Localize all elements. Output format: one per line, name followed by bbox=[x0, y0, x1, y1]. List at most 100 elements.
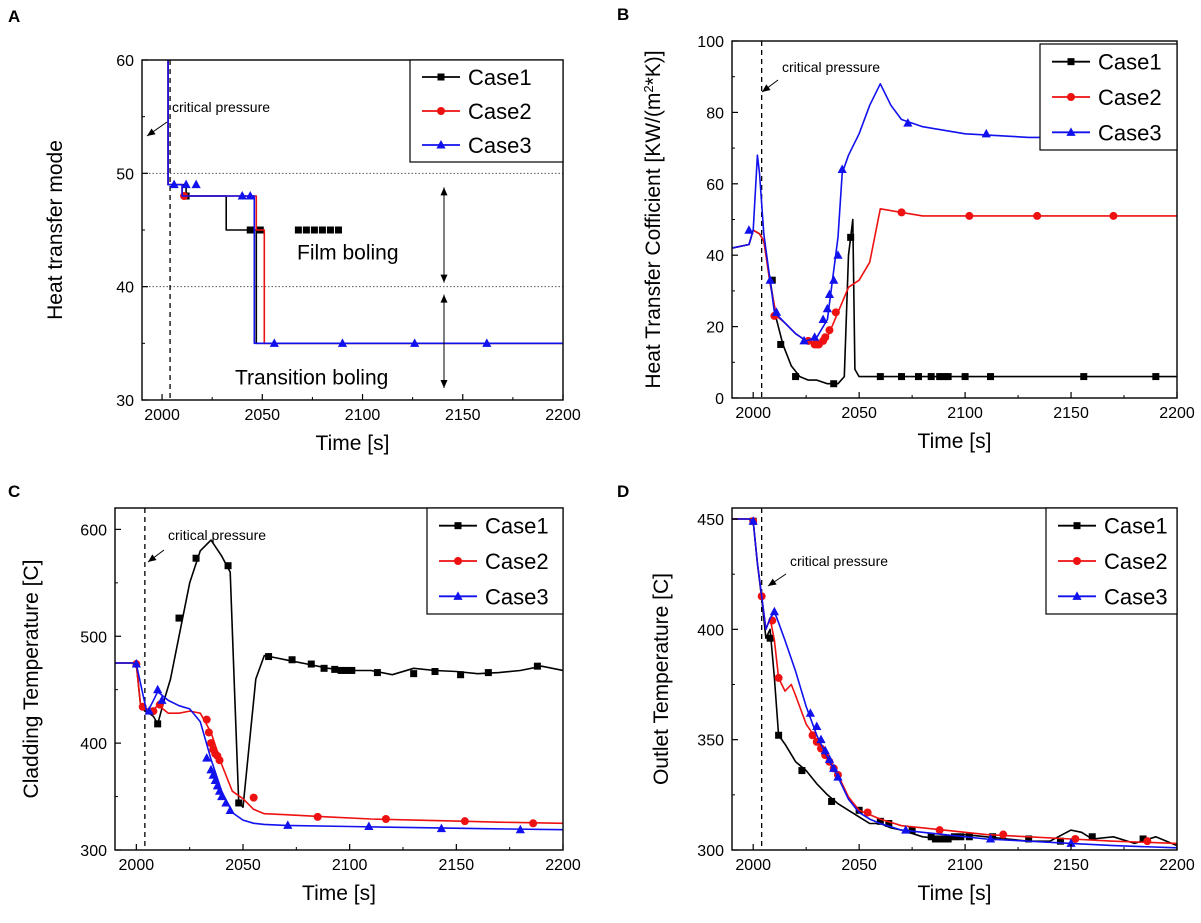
critical-pressure-arrowhead bbox=[147, 128, 156, 136]
data-point-case3 bbox=[181, 179, 191, 189]
data-point-case1 bbox=[484, 669, 492, 677]
x-tick-label: 2000 bbox=[144, 407, 180, 424]
data-point-case3 bbox=[144, 706, 154, 715]
plot-frame bbox=[114, 507, 564, 851]
plot-area bbox=[115, 539, 563, 834]
x-axis-title: Time [s] bbox=[918, 882, 992, 905]
data-point-case2 bbox=[460, 817, 469, 826]
data-point-case3 bbox=[1066, 838, 1076, 847]
data-point-case3 bbox=[237, 191, 247, 200]
data-point-case2 bbox=[965, 211, 974, 220]
plot-frame bbox=[731, 507, 1178, 851]
legend-label-case2: Case2 bbox=[468, 99, 532, 124]
y-tick-label: 0 bbox=[715, 391, 724, 408]
data-point-case3 bbox=[482, 338, 492, 347]
data-point-case1 bbox=[341, 666, 349, 674]
data-point-case3 bbox=[202, 753, 212, 762]
transition-region-arrowhead-bottom bbox=[440, 380, 448, 388]
data-point-case1 bbox=[766, 634, 774, 642]
data-point-case2 bbox=[313, 812, 322, 821]
series-line-case3 bbox=[167, 60, 563, 345]
x-tick-label: 2200 bbox=[1159, 405, 1195, 422]
legend-label-case1: Case1 bbox=[1104, 514, 1168, 539]
data-point-case1 bbox=[318, 226, 326, 234]
series-line-case1 bbox=[732, 218, 1177, 385]
x-tick-label: 2050 bbox=[841, 857, 877, 874]
data-point-case1 bbox=[775, 731, 783, 739]
y-axis-title: Heat Transfer Cofficient [KW/(m2*K)] bbox=[641, 50, 666, 388]
data-point-case1 bbox=[192, 554, 200, 562]
legend-marker-case2 bbox=[437, 107, 445, 115]
data-point-case3 bbox=[744, 225, 754, 234]
panel-a: A 2000 2050 2100 2150 2200 30 40 50 60 Time [s] Hea… bbox=[8, 7, 581, 455]
legend-marker-case3 bbox=[1066, 127, 1076, 136]
data-point-case3 bbox=[901, 825, 911, 834]
legend-marker-case1 bbox=[1067, 58, 1075, 66]
panel-letter: C bbox=[8, 482, 20, 501]
x-tick-label: 2150 bbox=[1053, 857, 1089, 874]
data-point-case2 bbox=[808, 731, 817, 740]
y-tick-label: 450 bbox=[697, 512, 724, 529]
data-point-case3 bbox=[837, 164, 847, 174]
x-tick-label: 2000 bbox=[119, 857, 155, 874]
data-point-case1 bbox=[908, 826, 916, 834]
series-line-case1 bbox=[732, 518, 1177, 847]
data-point-case1 bbox=[265, 653, 273, 661]
data-point-case1 bbox=[326, 226, 334, 234]
y-tick-label: 500 bbox=[80, 629, 107, 646]
data-point-case1 bbox=[1152, 373, 1160, 381]
data-point-case1 bbox=[927, 373, 935, 381]
data-point-case2 bbox=[207, 739, 215, 748]
critical-pressure-label: critical pressure bbox=[172, 99, 270, 115]
panel-letter: D bbox=[617, 482, 629, 501]
data-point-case3 bbox=[153, 684, 163, 694]
data-point-case2 bbox=[204, 728, 213, 737]
data-point-case1 bbox=[940, 373, 948, 381]
legend-label-case3: Case3 bbox=[485, 584, 549, 609]
data-point-case1 bbox=[1088, 833, 1096, 841]
data-point-case3 bbox=[985, 833, 996, 843]
legend-marker-case2 bbox=[1067, 93, 1075, 101]
data-point-case1 bbox=[828, 797, 836, 805]
data-point-case3 bbox=[217, 791, 227, 801]
x-tick-label: 2000 bbox=[735, 405, 771, 422]
critical-pressure-label: critical pressure bbox=[790, 553, 888, 569]
critical-pressure-arrowhead bbox=[768, 578, 777, 586]
data-point-case3 bbox=[225, 805, 235, 814]
data-point-case1 bbox=[792, 373, 800, 381]
x-tick-label: 2200 bbox=[1159, 857, 1195, 874]
data-point-case1 bbox=[334, 226, 342, 234]
x-tick-label: 2150 bbox=[445, 407, 481, 424]
y-tick-label: 60 bbox=[116, 53, 134, 70]
data-point-case2 bbox=[897, 208, 906, 217]
data-point-case1 bbox=[175, 614, 183, 622]
data-point-case2 bbox=[1143, 837, 1152, 846]
data-point-case2 bbox=[821, 333, 830, 342]
data-point-case3 bbox=[221, 797, 231, 807]
data-point-case2 bbox=[529, 819, 538, 828]
legend-label-case2: Case2 bbox=[485, 549, 549, 574]
y-tick-label: 40 bbox=[706, 248, 724, 265]
y-tick-label: 100 bbox=[697, 34, 724, 51]
legend-label-case3: Case3 bbox=[1098, 120, 1162, 145]
x-tick-label: 2050 bbox=[225, 857, 261, 874]
data-point-case3 bbox=[769, 606, 779, 616]
data-point-case2 bbox=[935, 826, 944, 835]
data-point-case3 bbox=[833, 772, 843, 781]
data-point-case3 bbox=[364, 821, 374, 830]
y-tick-label: 30 bbox=[116, 393, 134, 410]
data-point-case1 bbox=[847, 233, 855, 241]
data-point-case3 bbox=[157, 695, 167, 704]
panel-letter: A bbox=[8, 7, 20, 26]
data-point-case1 bbox=[224, 562, 232, 570]
x-axis-title: Time [s] bbox=[302, 882, 376, 905]
data-point-case2 bbox=[215, 756, 224, 765]
data-point-case3 bbox=[829, 275, 839, 284]
film-region-arrowhead-bottom bbox=[440, 274, 448, 283]
data-point-case3 bbox=[981, 128, 991, 138]
y-axis-title: Cladding Temperature [C] bbox=[20, 560, 43, 799]
data-point-case3 bbox=[822, 303, 832, 313]
x-axis-title: Time [s] bbox=[316, 432, 390, 455]
data-point-case1 bbox=[235, 799, 243, 807]
data-point-case1 bbox=[320, 664, 328, 672]
